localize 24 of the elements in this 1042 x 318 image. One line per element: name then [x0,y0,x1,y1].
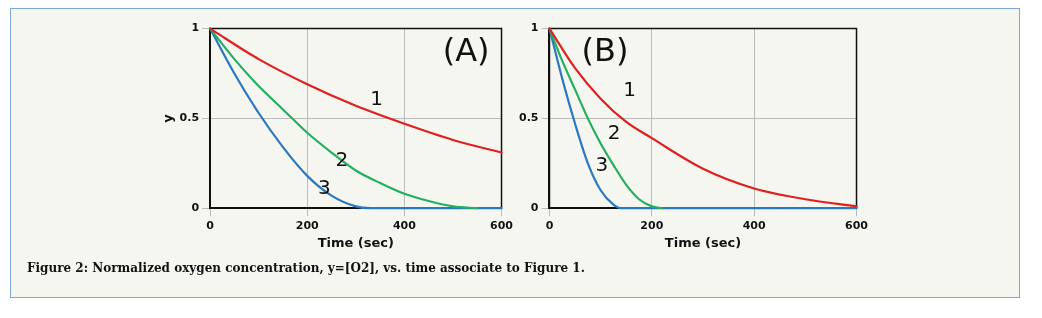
x-tick-label: 0 [206,218,215,232]
x-tick-label: 400 [742,218,766,232]
y-tick-label: 0.5 [179,111,200,125]
series-label: 1 [623,76,636,101]
x-tick-label: 200 [295,218,320,232]
caption: Figure 2: Normalized oxygen concentration, y=[O2], vs. time associate to Figure 1. [27,261,585,275]
series-label: 2 [607,119,621,144]
x-tick-label: 600 [490,218,514,232]
y-axis-title: y [160,113,176,123]
x-tick-label: 200 [640,218,664,232]
y-tick-label: 1 [191,21,200,35]
series-label: 3 [595,152,609,177]
x-tick-label: 400 [392,218,417,232]
x-axis-title: Time (sec) [317,234,394,250]
annotation: (A) [442,30,490,69]
y-tick-label: 0.5 [518,111,539,125]
y-tick-label: 1 [530,21,539,35]
y-tick-label: 0 [530,201,539,215]
x-tick-label: 600 [845,218,869,232]
x-axis-title: Time (sec) [664,234,742,250]
y-tick-label: 0 [191,201,200,215]
x-tick-label: 0 [545,218,554,232]
series-label: 1 [370,85,384,110]
annotation: (B) [581,30,629,69]
